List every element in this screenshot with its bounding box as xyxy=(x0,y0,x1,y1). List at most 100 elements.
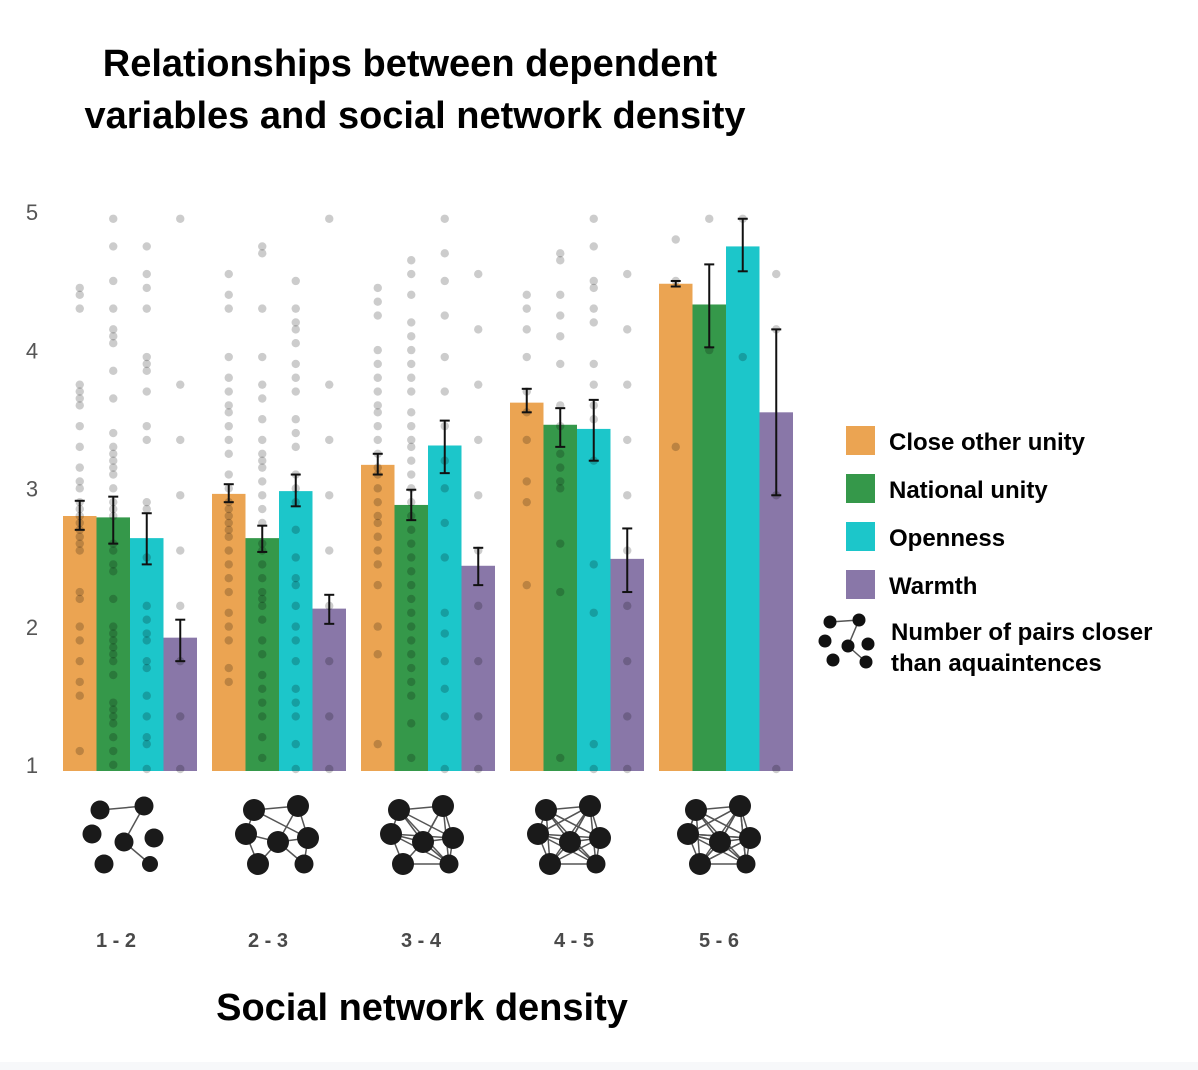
bar xyxy=(428,445,462,771)
network-density-icon xyxy=(527,795,611,875)
data-point xyxy=(142,269,151,279)
data-point xyxy=(556,290,565,300)
error-bar xyxy=(771,328,782,497)
legend-swatch xyxy=(846,474,875,503)
data-point xyxy=(522,290,531,300)
error-bar xyxy=(141,512,152,566)
data-point xyxy=(142,764,151,774)
data-point xyxy=(373,650,382,659)
data-point xyxy=(176,764,185,774)
legend-network-icon xyxy=(818,613,875,669)
data-point xyxy=(671,442,680,452)
data-point xyxy=(407,753,416,763)
data-point xyxy=(75,463,84,472)
bar xyxy=(692,304,726,771)
data-point xyxy=(224,587,233,597)
data-point xyxy=(258,380,267,389)
data-point xyxy=(109,719,118,728)
data-point xyxy=(258,242,267,251)
data-point xyxy=(258,491,267,500)
data-point xyxy=(224,352,233,362)
chart-title-line-2: variables and social network density xyxy=(84,95,745,137)
error-bar xyxy=(439,419,450,475)
bar xyxy=(610,558,644,771)
legend-network-label: than aquaintences xyxy=(891,650,1102,677)
data-point xyxy=(373,484,382,493)
error-bar xyxy=(704,263,715,349)
data-point xyxy=(224,373,233,382)
data-point xyxy=(142,242,151,251)
data-point xyxy=(373,497,382,507)
network-density-icon xyxy=(82,796,164,874)
data-point xyxy=(589,304,598,313)
data-point xyxy=(142,712,151,721)
data-point xyxy=(109,463,118,472)
data-point xyxy=(142,733,151,742)
network-density-icon xyxy=(380,795,464,875)
data-point xyxy=(75,484,84,493)
data-point xyxy=(258,698,267,707)
data-point xyxy=(407,408,416,417)
data-point xyxy=(258,712,267,721)
data-point xyxy=(109,484,118,493)
bar xyxy=(312,608,346,771)
data-point xyxy=(109,629,118,638)
data-point xyxy=(142,421,151,431)
data-point xyxy=(258,415,267,424)
data-point xyxy=(258,733,267,742)
network-density-icon xyxy=(677,795,761,875)
data-point xyxy=(109,670,118,680)
y-tick-label: 4 xyxy=(26,338,38,363)
bar xyxy=(726,246,760,772)
data-point xyxy=(407,256,416,265)
data-point xyxy=(291,601,300,611)
data-point xyxy=(589,242,598,251)
data-point xyxy=(291,764,300,774)
data-point xyxy=(407,650,416,659)
data-point xyxy=(75,622,84,631)
data-point xyxy=(440,712,449,721)
data-point xyxy=(556,463,565,472)
data-point xyxy=(373,560,382,569)
data-point xyxy=(224,636,233,645)
bar xyxy=(577,428,611,771)
data-point xyxy=(373,387,382,396)
data-point xyxy=(291,622,300,631)
data-point xyxy=(142,359,151,369)
data-point xyxy=(407,608,416,617)
data-point xyxy=(142,629,151,638)
data-point xyxy=(556,587,565,597)
data-point xyxy=(407,373,416,382)
data-point xyxy=(407,421,416,431)
data-point xyxy=(75,421,84,431)
error-bar xyxy=(324,593,335,625)
data-point xyxy=(142,504,151,514)
data-point xyxy=(407,345,416,355)
data-point xyxy=(109,442,118,452)
data-point xyxy=(109,332,118,341)
data-point xyxy=(623,712,632,721)
legend-network-label: Number of pairs closer xyxy=(891,619,1152,646)
data-point xyxy=(440,484,449,493)
data-point xyxy=(75,539,84,548)
data-point xyxy=(224,304,233,313)
y-axis: 1 2 3 4 5 xyxy=(26,200,38,778)
data-point xyxy=(258,463,267,472)
data-point xyxy=(373,739,382,749)
data-point xyxy=(440,656,449,666)
data-point xyxy=(109,470,118,479)
data-point xyxy=(325,435,334,445)
data-point xyxy=(75,656,84,666)
data-point xyxy=(623,601,632,611)
data-point xyxy=(224,622,233,631)
data-point xyxy=(224,663,233,673)
x-tick-label: 4 - 5 xyxy=(554,930,594,952)
data-point xyxy=(440,764,449,774)
data-point xyxy=(522,352,531,362)
data-point xyxy=(772,269,781,279)
x-axis: 1 - 2 2 - 3 3 - 4 4 - 5 5 - 6 xyxy=(96,930,739,952)
data-point xyxy=(142,615,151,624)
x-tick-label: 3 - 4 xyxy=(401,930,442,952)
data-point xyxy=(474,712,483,721)
